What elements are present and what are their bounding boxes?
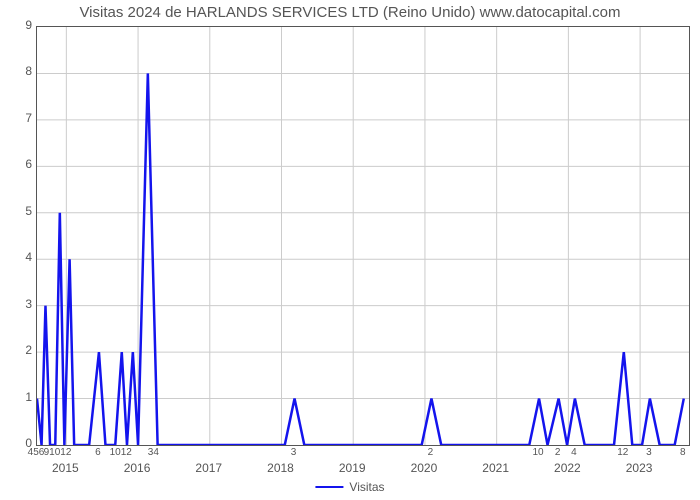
chart-svg [37,27,689,445]
x-year-label: 2023 [626,461,653,475]
x-sub-label: 10 [532,447,543,458]
x-sub-label: 6 [95,447,101,458]
x-year-label: 2015 [52,461,79,475]
x-year-label: 2019 [339,461,366,475]
x-sub-label: 4 [571,447,577,458]
legend: Visitas [315,480,384,494]
legend-swatch [315,486,343,488]
visits-line-chart: Visitas 2024 de HARLANDS SERVICES LTD (R… [0,0,700,500]
x-sub-label: 2 [428,447,434,458]
y-tick-label: 9 [8,18,32,32]
x-year-label: 2016 [124,461,151,475]
y-tick-label: 3 [8,297,32,311]
x-sub-label: 1012 [110,447,132,458]
x-sub-label: 12 [617,447,628,458]
x-sub-label: 34 [148,447,159,458]
y-tick-label: 1 [8,390,32,404]
y-tick-label: 4 [8,250,32,264]
x-year-label: 2018 [267,461,294,475]
y-tick-label: 5 [8,204,32,218]
x-sub-label: 456 [28,447,45,458]
x-year-label: 2020 [411,461,438,475]
y-tick-label: 8 [8,64,32,78]
plot-area [36,26,690,446]
x-sub-label: 3 [646,447,652,458]
x-sub-label: 2 [555,447,561,458]
x-year-label: 2022 [554,461,581,475]
x-year-label: 2017 [195,461,222,475]
x-sub-label: 8 [680,447,686,458]
legend-label: Visitas [349,480,384,494]
chart-title: Visitas 2024 de HARLANDS SERVICES LTD (R… [0,4,700,21]
y-tick-label: 6 [8,157,32,171]
x-sub-label: 3 [291,447,297,458]
y-tick-label: 7 [8,111,32,125]
x-sub-label: 91012 [44,447,72,458]
x-year-label: 2021 [482,461,509,475]
y-tick-label: 2 [8,343,32,357]
